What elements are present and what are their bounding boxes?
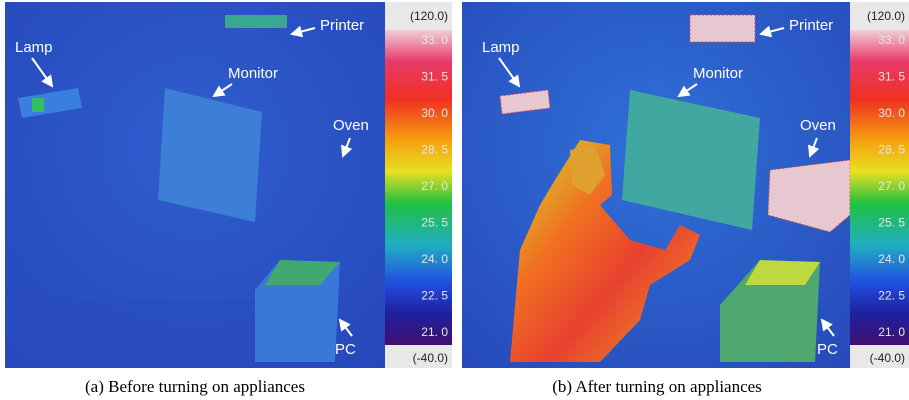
scale-tick-label: 24. 0 — [421, 252, 448, 266]
appliance-label: PC — [335, 341, 356, 358]
caption: (a) Before turning on appliances — [85, 377, 305, 396]
scale-tick-label: 30. 0 — [421, 106, 448, 120]
scale-tick-label: 30. 0 — [878, 106, 905, 120]
scale-tick-label: 31. 5 — [878, 70, 905, 84]
appliance-label: Monitor — [693, 65, 743, 82]
appliance-label: Oven — [333, 117, 369, 134]
scale-tick-label: 21. 0 — [421, 325, 448, 339]
scale-tick-label: 25. 5 — [421, 216, 448, 230]
appliance-label: Lamp — [15, 39, 53, 56]
thermal-image-b — [462, 2, 850, 368]
scale-tick-label: 31. 5 — [421, 70, 448, 84]
appliance-label: Monitor — [228, 65, 278, 82]
figure: Lamp Printer Monitor Oven PC (120.0) 33. 0 31. … — [0, 0, 909, 400]
appliance-label: Lamp — [482, 39, 520, 56]
scale-tick-label: 25. 5 — [878, 216, 905, 230]
scale-bottom-label: (-40.0) — [870, 351, 905, 365]
scale-tick-label: 28. 5 — [421, 143, 448, 157]
scale-tick-label: 33. 0 — [421, 33, 448, 47]
thermal-image-a — [5, 2, 385, 368]
scale-tick-label: 24. 0 — [878, 252, 905, 266]
appliance-label: PC — [817, 341, 838, 358]
caption: (b) After turning on appliances — [552, 377, 762, 396]
scale-tick-label: 21. 0 — [878, 325, 905, 339]
scale-tick-label: 27. 0 — [421, 179, 448, 193]
appliance-label: Printer — [789, 17, 833, 34]
scale-tick-label: 22. 5 — [421, 289, 448, 303]
scale-tick-label: 28. 5 — [878, 143, 905, 157]
scale-tick-label: 33. 0 — [878, 33, 905, 47]
scale-top-label: (120.0) — [410, 9, 448, 23]
scale-tick-label: 22. 5 — [878, 289, 905, 303]
scale-bottom-label: (-40.0) — [413, 351, 448, 365]
appliance-label: Printer — [320, 17, 364, 34]
scale-top-label: (120.0) — [867, 9, 905, 23]
scale-tick-label: 27. 0 — [878, 179, 905, 193]
appliance-label: Oven — [800, 117, 836, 134]
